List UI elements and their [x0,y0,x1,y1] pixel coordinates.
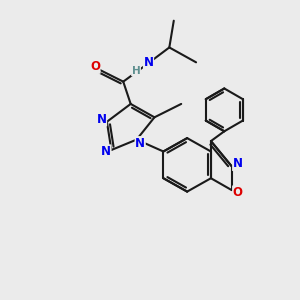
Text: N: N [143,56,154,69]
Text: H: H [132,66,140,76]
Text: O: O [233,186,243,199]
Text: N: N [135,137,145,150]
Text: N: N [233,158,243,170]
Text: O: O [90,60,100,73]
Text: N: N [97,113,106,126]
Text: N: N [101,145,111,158]
